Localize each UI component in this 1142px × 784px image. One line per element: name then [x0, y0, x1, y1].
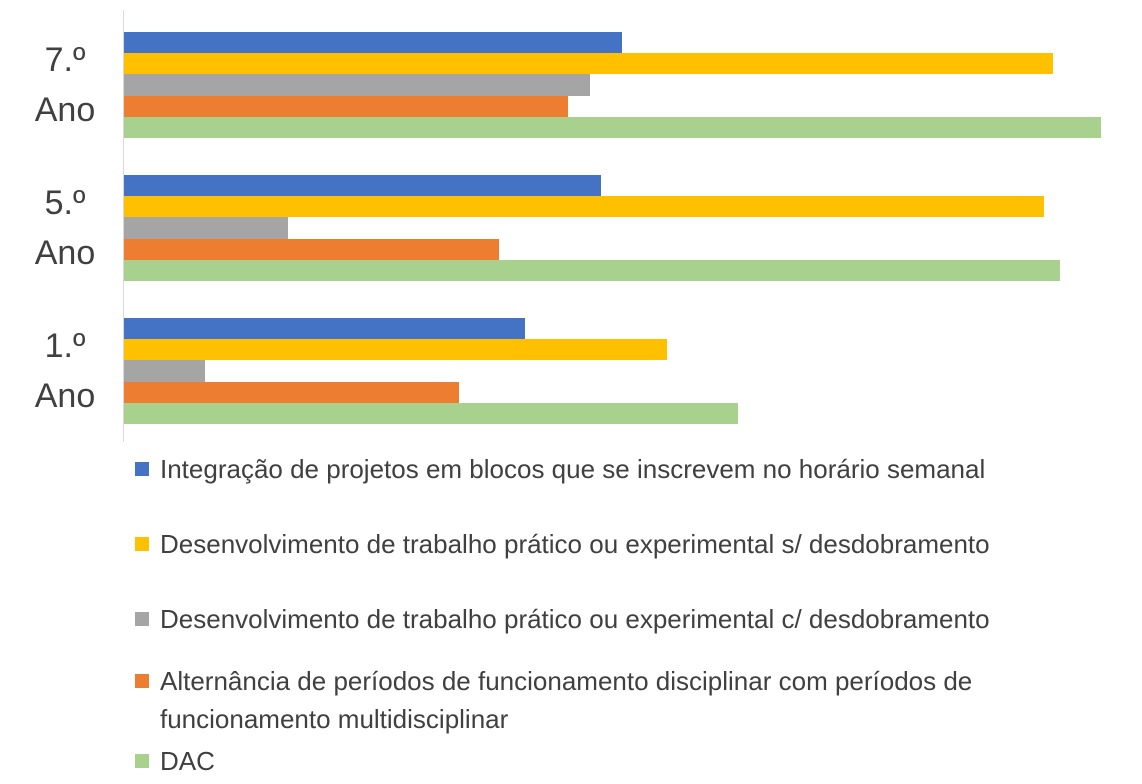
bar: [124, 32, 622, 54]
bar: [124, 381, 459, 403]
category-label: 5.º Ano: [34, 184, 96, 272]
bar: [124, 95, 568, 117]
legend-label: Integração de projetos em blocos que se …: [160, 454, 986, 484]
bar: [124, 217, 288, 239]
bar: [124, 196, 1044, 218]
axis-line: [123, 10, 124, 442]
legend-swatch: [135, 674, 149, 688]
legend-label: Alternância de períodos de funcionamento…: [160, 666, 973, 734]
bar: [124, 360, 205, 382]
legend-swatch: [135, 754, 149, 768]
bar: [124, 318, 525, 340]
legend-label: DAC: [160, 746, 215, 776]
legend-swatch: [135, 612, 149, 626]
bar: [124, 53, 1053, 75]
legend-swatch: [135, 462, 149, 476]
bar: [124, 259, 1060, 281]
bar: [124, 238, 499, 260]
bar: [124, 402, 738, 424]
bar: [124, 74, 590, 96]
bar: [124, 116, 1101, 138]
bar: [124, 175, 601, 197]
category-label: 1.º Ano: [34, 327, 96, 415]
legend-swatch: [135, 537, 149, 551]
category-label: 7.º Ano: [34, 41, 96, 129]
legend-label: Desenvolvimento de trabalho prático ou e…: [160, 604, 990, 634]
legend-label: Desenvolvimento de trabalho prático ou e…: [160, 529, 990, 559]
bar: [124, 339, 667, 361]
